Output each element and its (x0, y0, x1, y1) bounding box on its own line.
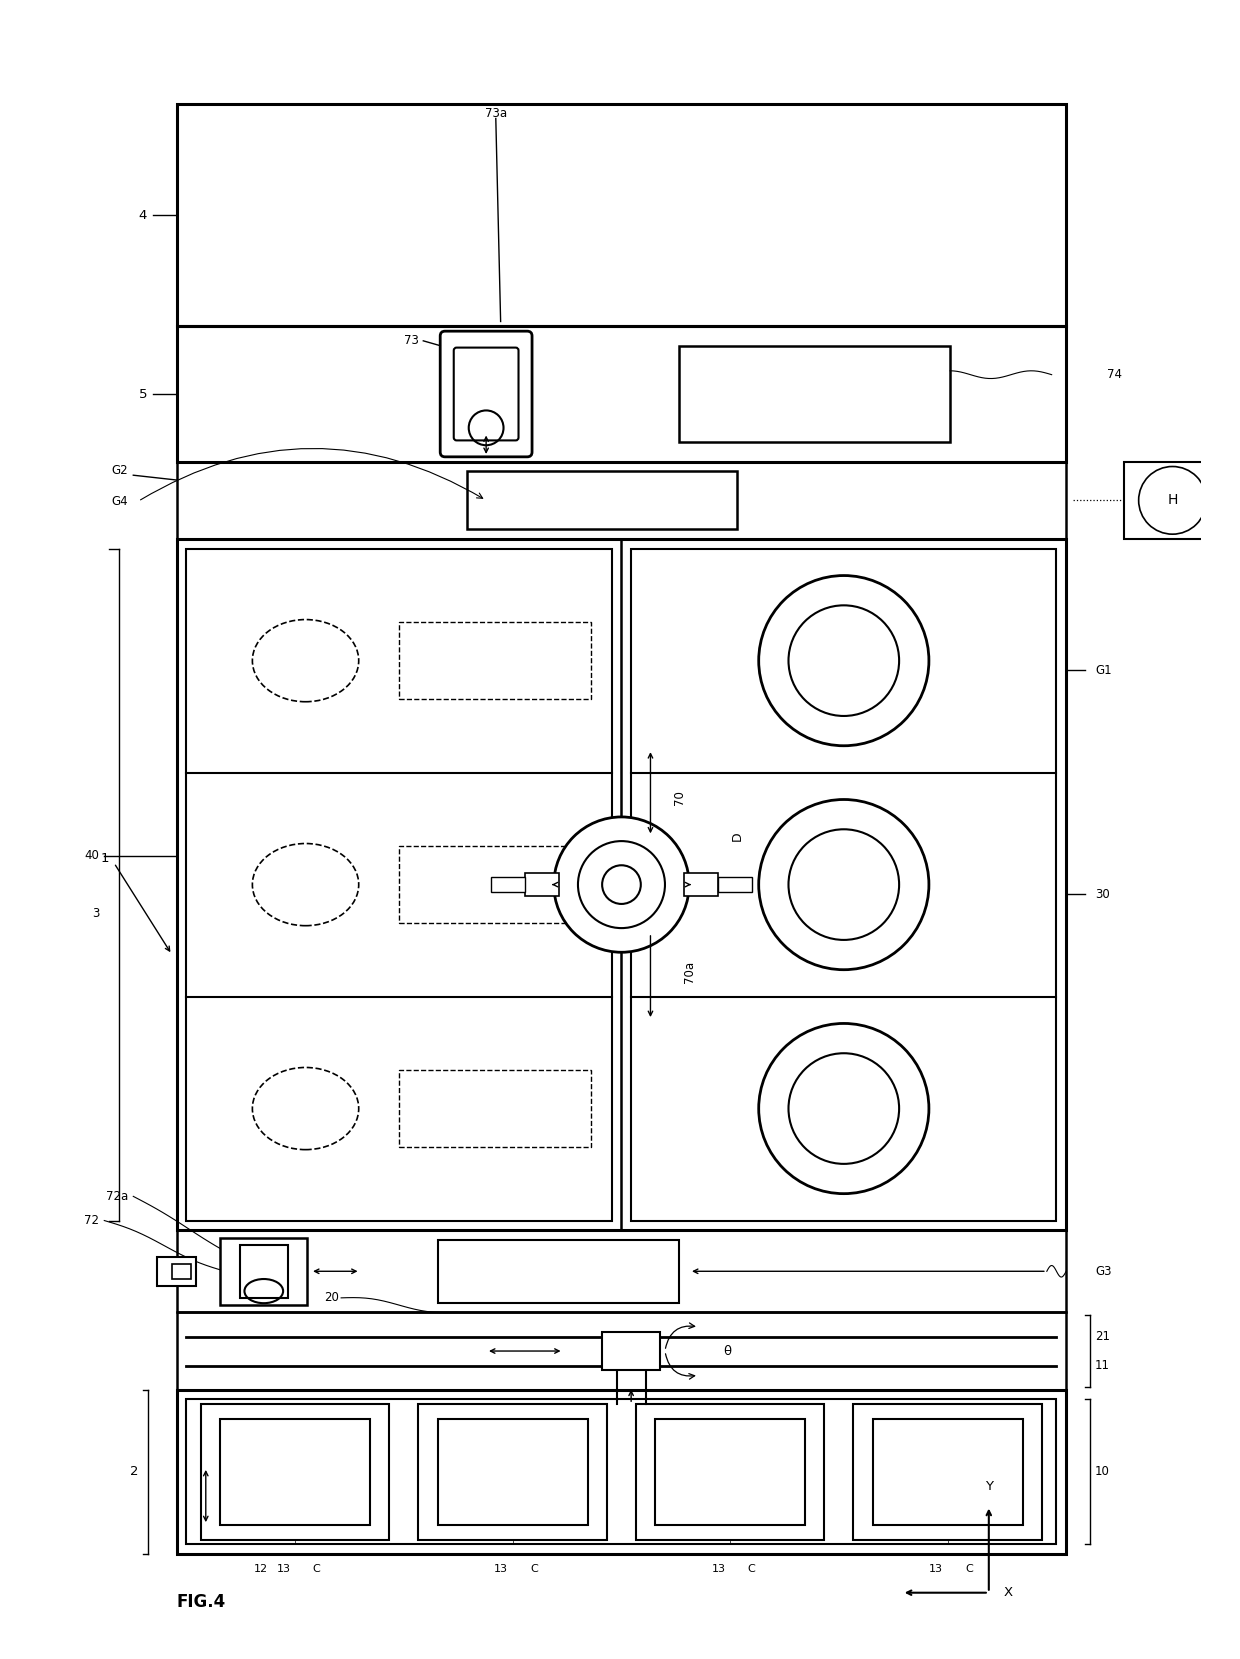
Bar (418, 1404, 606, 1540)
Bar (239, 1244, 288, 1297)
Text: 5: 5 (139, 388, 148, 400)
Bar (680, 345, 950, 443)
Bar (603, 1332, 660, 1370)
Text: 4: 4 (139, 209, 148, 222)
Bar (636, 1404, 825, 1540)
Bar (438, 1418, 588, 1525)
Bar (873, 1418, 1023, 1525)
Bar (186, 549, 611, 1221)
Circle shape (789, 1053, 899, 1165)
Bar (177, 1231, 1066, 1312)
Text: 74: 74 (1107, 368, 1122, 382)
Text: 1: 1 (100, 851, 109, 864)
Text: 13: 13 (712, 1563, 725, 1573)
Circle shape (789, 606, 899, 717)
Text: 21: 21 (1095, 1331, 1110, 1344)
Text: G1: G1 (1095, 664, 1112, 677)
Bar (186, 1400, 1056, 1545)
Circle shape (554, 816, 689, 952)
Bar (399, 1070, 590, 1148)
Circle shape (759, 1024, 929, 1194)
Bar (525, 873, 559, 896)
Circle shape (789, 830, 899, 941)
Text: C: C (965, 1563, 973, 1573)
Circle shape (578, 841, 665, 927)
Bar (177, 327, 1066, 461)
Bar (718, 878, 751, 893)
Text: 72a: 72a (107, 1190, 129, 1203)
Bar (491, 878, 525, 893)
Circle shape (759, 576, 929, 747)
Text: X: X (1003, 1586, 1013, 1599)
Circle shape (603, 866, 641, 904)
Bar (221, 1238, 308, 1304)
Bar (177, 105, 1066, 327)
Text: 2: 2 (130, 1465, 138, 1478)
Bar (177, 539, 1066, 1231)
Text: θ: θ (724, 1344, 732, 1357)
Bar (655, 1418, 805, 1525)
Text: 70: 70 (673, 790, 686, 805)
Text: G4: G4 (112, 494, 129, 508)
Text: Y: Y (985, 1480, 993, 1493)
Text: G3: G3 (1095, 1264, 1111, 1277)
Bar (177, 1312, 1066, 1390)
Text: 13: 13 (277, 1563, 290, 1573)
Text: 10: 10 (1095, 1465, 1110, 1478)
Text: 13: 13 (494, 1563, 508, 1573)
Bar (221, 1418, 370, 1525)
Text: C: C (748, 1563, 755, 1573)
Text: 73a: 73a (485, 108, 507, 119)
Text: 3: 3 (92, 907, 99, 921)
Text: C: C (312, 1563, 320, 1573)
Bar (177, 1390, 1066, 1554)
Text: 70a: 70a (683, 961, 696, 982)
Bar (399, 622, 590, 700)
Bar (466, 471, 738, 529)
Circle shape (759, 800, 929, 971)
Text: 40: 40 (84, 849, 99, 863)
Bar (1125, 461, 1221, 539)
Bar (853, 1404, 1042, 1540)
Text: 30: 30 (1095, 888, 1110, 901)
Text: D: D (730, 831, 744, 841)
Text: 11: 11 (1095, 1359, 1110, 1372)
Bar (177, 461, 1066, 539)
Text: 13: 13 (929, 1563, 944, 1573)
Bar (201, 1404, 389, 1540)
Bar (172, 1264, 191, 1279)
Bar (157, 1258, 196, 1286)
Text: G2: G2 (112, 465, 129, 476)
Bar (438, 1239, 680, 1302)
Bar (399, 846, 590, 924)
Text: C: C (531, 1563, 538, 1573)
Text: 72: 72 (84, 1214, 99, 1228)
Text: H: H (1167, 493, 1178, 508)
Text: FIG.4: FIG.4 (177, 1593, 226, 1611)
Bar (631, 549, 1056, 1221)
Bar (684, 873, 718, 896)
Text: 73: 73 (403, 335, 418, 347)
Text: 20: 20 (324, 1291, 339, 1304)
Text: 12: 12 (254, 1563, 268, 1573)
